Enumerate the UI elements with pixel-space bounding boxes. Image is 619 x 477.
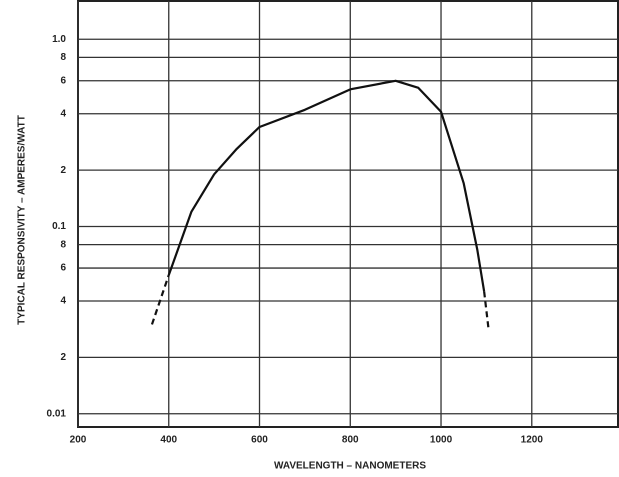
plot-frame: [77, 0, 619, 428]
x-axis-label: WAVELENGTH – NANOMETERS: [274, 461, 426, 472]
x-tick-label: 1000: [430, 435, 453, 446]
y-tick-label: 2: [60, 352, 66, 363]
x-tick-label: 1200: [521, 435, 544, 446]
y-tick-label: 8: [60, 239, 66, 250]
y-axis-label: TYPICAL RESPONSIVITY – AMPERES/WATT: [17, 115, 28, 325]
y-tick-label: 6: [60, 263, 66, 274]
response-curve: [150, 274, 490, 331]
y-tick-label: 4: [60, 296, 66, 307]
y-tick-label: 2: [60, 165, 66, 176]
x-tick-label: 200: [70, 435, 87, 446]
y-tick-label: 4: [60, 108, 66, 119]
y-tick-label: 1.0: [52, 34, 66, 45]
response-curve: [167, 79, 486, 292]
y-tick-label: 6: [60, 75, 66, 86]
x-tick-label: 400: [160, 435, 177, 446]
x-tick-label: 800: [342, 435, 359, 446]
y-tick-label: 0.1: [52, 221, 66, 232]
y-tick-label: 8: [60, 52, 66, 63]
x-tick-label: 600: [251, 435, 268, 446]
y-tick-label: 0.01: [47, 408, 67, 419]
